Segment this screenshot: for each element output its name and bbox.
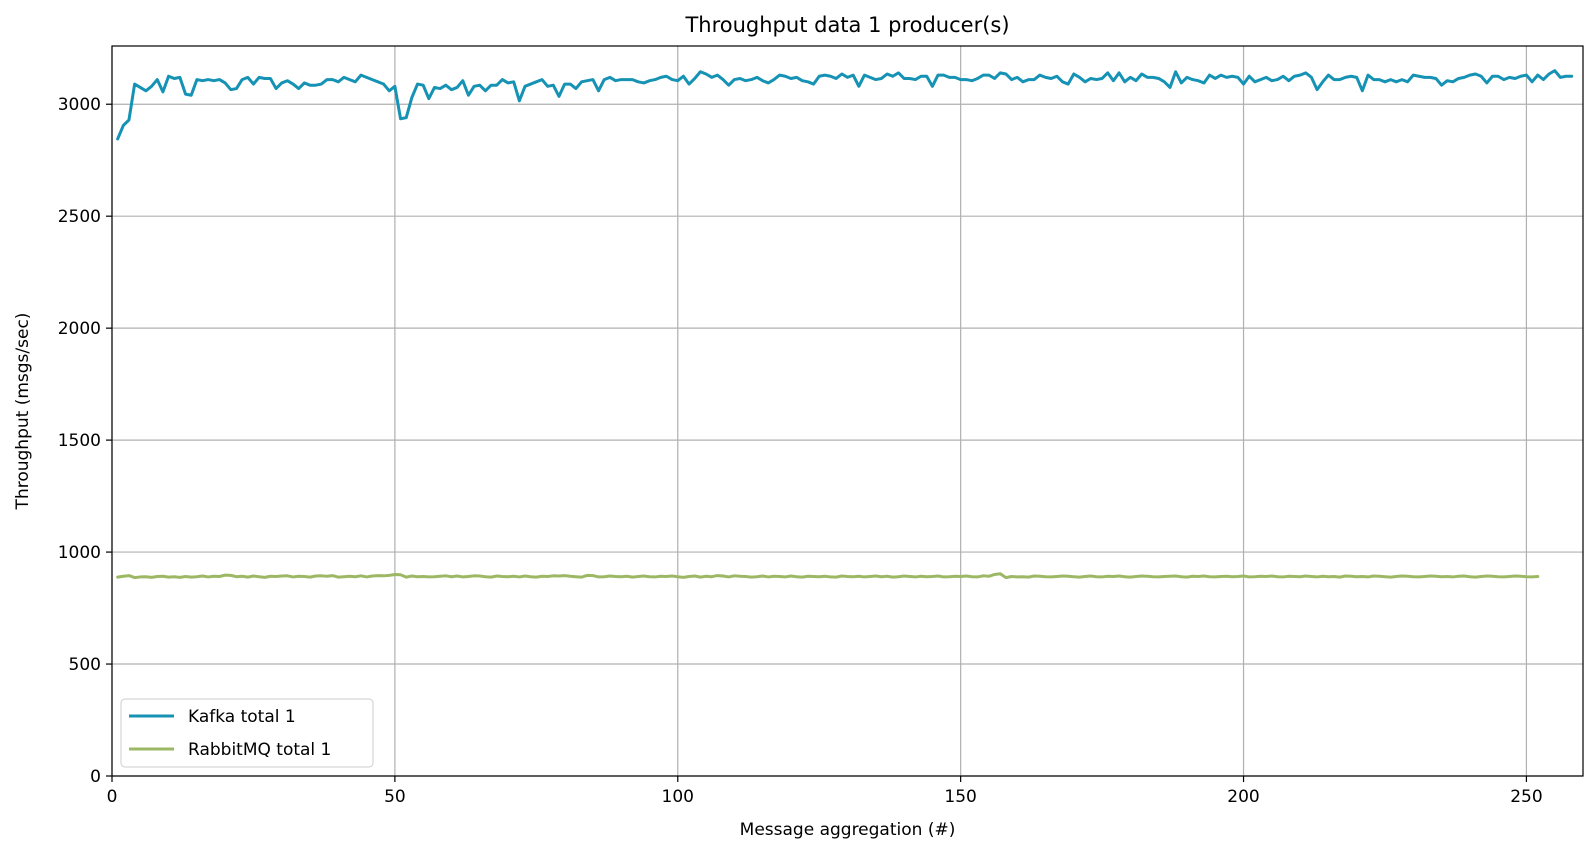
x-tick-label: 200	[1227, 787, 1259, 807]
x-tick-label: 100	[662, 787, 694, 807]
legend-label-rabbitmq: RabbitMQ total 1	[188, 740, 331, 760]
y-tick-label: 1000	[58, 543, 101, 563]
x-tick-label: 150	[944, 787, 976, 807]
y-axis-label: Throughput (msgs/sec)	[13, 313, 33, 511]
chart-title: Throughput data 1 producer(s)	[684, 13, 1009, 37]
legend-label-kafka: Kafka total 1	[188, 707, 296, 727]
x-tick-label: 0	[107, 787, 118, 807]
y-tick-label: 2500	[58, 207, 101, 227]
y-tick-label: 500	[69, 655, 101, 675]
y-tick-label: 3000	[58, 95, 101, 115]
x-tick-label: 50	[384, 787, 406, 807]
plot-area-frame	[111, 45, 1584, 777]
y-tick-label: 2000	[58, 319, 101, 339]
legend: Kafka total 1 RabbitMQ total 1	[120, 698, 374, 768]
x-tick-label: 250	[1510, 787, 1542, 807]
series-line-1	[116, 572, 1540, 580]
y-tick-label: 0	[90, 767, 101, 787]
legend-box	[120, 698, 374, 768]
series-line-0	[116, 69, 1574, 141]
series-layer	[116, 69, 1574, 580]
y-tick-label: 1500	[58, 431, 101, 451]
x-axis-label: Message aggregation (#)	[740, 820, 956, 840]
